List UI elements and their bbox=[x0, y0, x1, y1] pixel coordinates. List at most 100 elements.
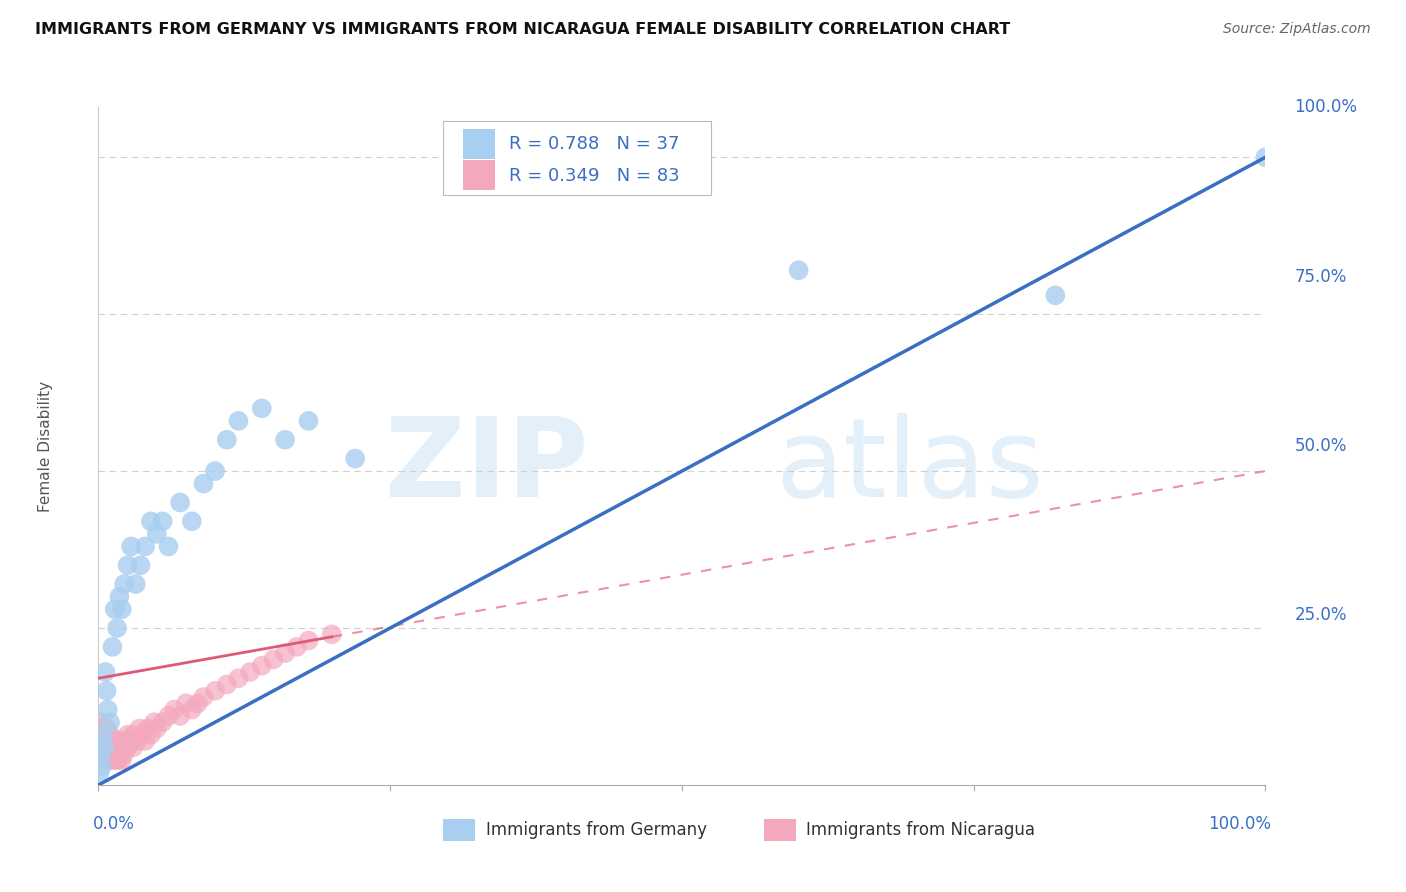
Point bbox=[90, 715, 112, 730]
Text: 75.0%: 75.0% bbox=[1295, 268, 1347, 285]
FancyBboxPatch shape bbox=[443, 819, 475, 840]
Point bbox=[96, 683, 118, 698]
Point bbox=[111, 602, 134, 616]
Point bbox=[97, 753, 120, 767]
Point bbox=[132, 728, 155, 742]
Point bbox=[117, 728, 139, 742]
Point bbox=[90, 747, 112, 761]
Point bbox=[97, 747, 120, 761]
Point bbox=[274, 433, 297, 447]
Point bbox=[204, 683, 226, 698]
Point bbox=[104, 734, 127, 748]
Point bbox=[96, 747, 118, 761]
Point bbox=[108, 753, 131, 767]
Point bbox=[104, 740, 127, 755]
Point bbox=[110, 734, 132, 748]
Point bbox=[1254, 150, 1277, 164]
Point bbox=[125, 734, 148, 748]
Point bbox=[97, 740, 120, 755]
Point bbox=[105, 753, 128, 767]
Text: R = 0.349   N = 83: R = 0.349 N = 83 bbox=[509, 167, 681, 185]
Point bbox=[90, 728, 112, 742]
Point bbox=[98, 715, 121, 730]
Point bbox=[122, 740, 145, 755]
Point bbox=[108, 740, 131, 755]
Point bbox=[239, 665, 262, 679]
Point bbox=[204, 464, 226, 478]
Point bbox=[143, 715, 166, 730]
Text: 100.0%: 100.0% bbox=[1208, 815, 1271, 833]
Point bbox=[112, 747, 135, 761]
Point bbox=[122, 728, 145, 742]
Point bbox=[93, 747, 115, 761]
Point bbox=[98, 740, 121, 755]
Point bbox=[89, 722, 111, 736]
Point bbox=[90, 722, 112, 736]
Point bbox=[101, 753, 124, 767]
Text: Immigrants from Germany: Immigrants from Germany bbox=[486, 821, 707, 838]
Point bbox=[111, 740, 134, 755]
Point bbox=[125, 577, 148, 591]
Text: 0.0%: 0.0% bbox=[93, 815, 135, 833]
Point bbox=[120, 734, 142, 748]
Point bbox=[90, 753, 112, 767]
Point bbox=[101, 640, 124, 654]
Point bbox=[250, 401, 273, 416]
Point bbox=[117, 740, 139, 755]
Text: IMMIGRANTS FROM GERMANY VS IMMIGRANTS FROM NICARAGUA FEMALE DISABILITY CORRELATI: IMMIGRANTS FROM GERMANY VS IMMIGRANTS FR… bbox=[35, 22, 1011, 37]
Point bbox=[139, 514, 162, 528]
Point bbox=[128, 722, 150, 736]
Point bbox=[103, 747, 125, 761]
Point bbox=[129, 558, 152, 573]
Point bbox=[1045, 288, 1067, 302]
Point bbox=[96, 722, 118, 736]
Point bbox=[89, 747, 111, 761]
Point bbox=[97, 703, 120, 717]
Point bbox=[94, 728, 117, 742]
Point bbox=[344, 451, 367, 466]
Point bbox=[107, 734, 129, 748]
Point bbox=[274, 646, 297, 660]
Point bbox=[193, 690, 215, 704]
Point bbox=[96, 734, 118, 748]
Point bbox=[112, 577, 135, 591]
Point bbox=[104, 753, 127, 767]
Point bbox=[146, 722, 169, 736]
Point bbox=[157, 540, 180, 554]
Point bbox=[93, 734, 115, 748]
Point bbox=[180, 514, 202, 528]
Point bbox=[174, 697, 197, 711]
Point bbox=[228, 671, 250, 685]
Text: ZIP: ZIP bbox=[385, 413, 589, 520]
Text: 100.0%: 100.0% bbox=[1295, 98, 1358, 116]
Point bbox=[215, 677, 238, 691]
Point bbox=[163, 703, 186, 717]
Point bbox=[97, 728, 120, 742]
Point bbox=[91, 740, 114, 755]
Point bbox=[262, 652, 284, 666]
Point bbox=[193, 476, 215, 491]
Point bbox=[105, 740, 128, 755]
Text: 50.0%: 50.0% bbox=[1295, 437, 1347, 455]
Text: R = 0.788   N = 37: R = 0.788 N = 37 bbox=[509, 136, 679, 153]
Point bbox=[94, 665, 117, 679]
Point bbox=[297, 633, 319, 648]
Point bbox=[105, 621, 128, 635]
Point bbox=[297, 414, 319, 428]
Point bbox=[285, 640, 308, 654]
Point bbox=[98, 728, 121, 742]
Point bbox=[89, 765, 111, 780]
Point bbox=[321, 627, 343, 641]
Point bbox=[94, 753, 117, 767]
Point bbox=[152, 715, 174, 730]
Point bbox=[107, 747, 129, 761]
Text: atlas: atlas bbox=[775, 413, 1043, 520]
Point bbox=[146, 527, 169, 541]
Point bbox=[117, 558, 139, 573]
Point bbox=[98, 753, 121, 767]
Point bbox=[90, 740, 112, 755]
Point bbox=[111, 753, 134, 767]
FancyBboxPatch shape bbox=[463, 128, 495, 160]
Point bbox=[91, 753, 114, 767]
Point bbox=[134, 540, 156, 554]
